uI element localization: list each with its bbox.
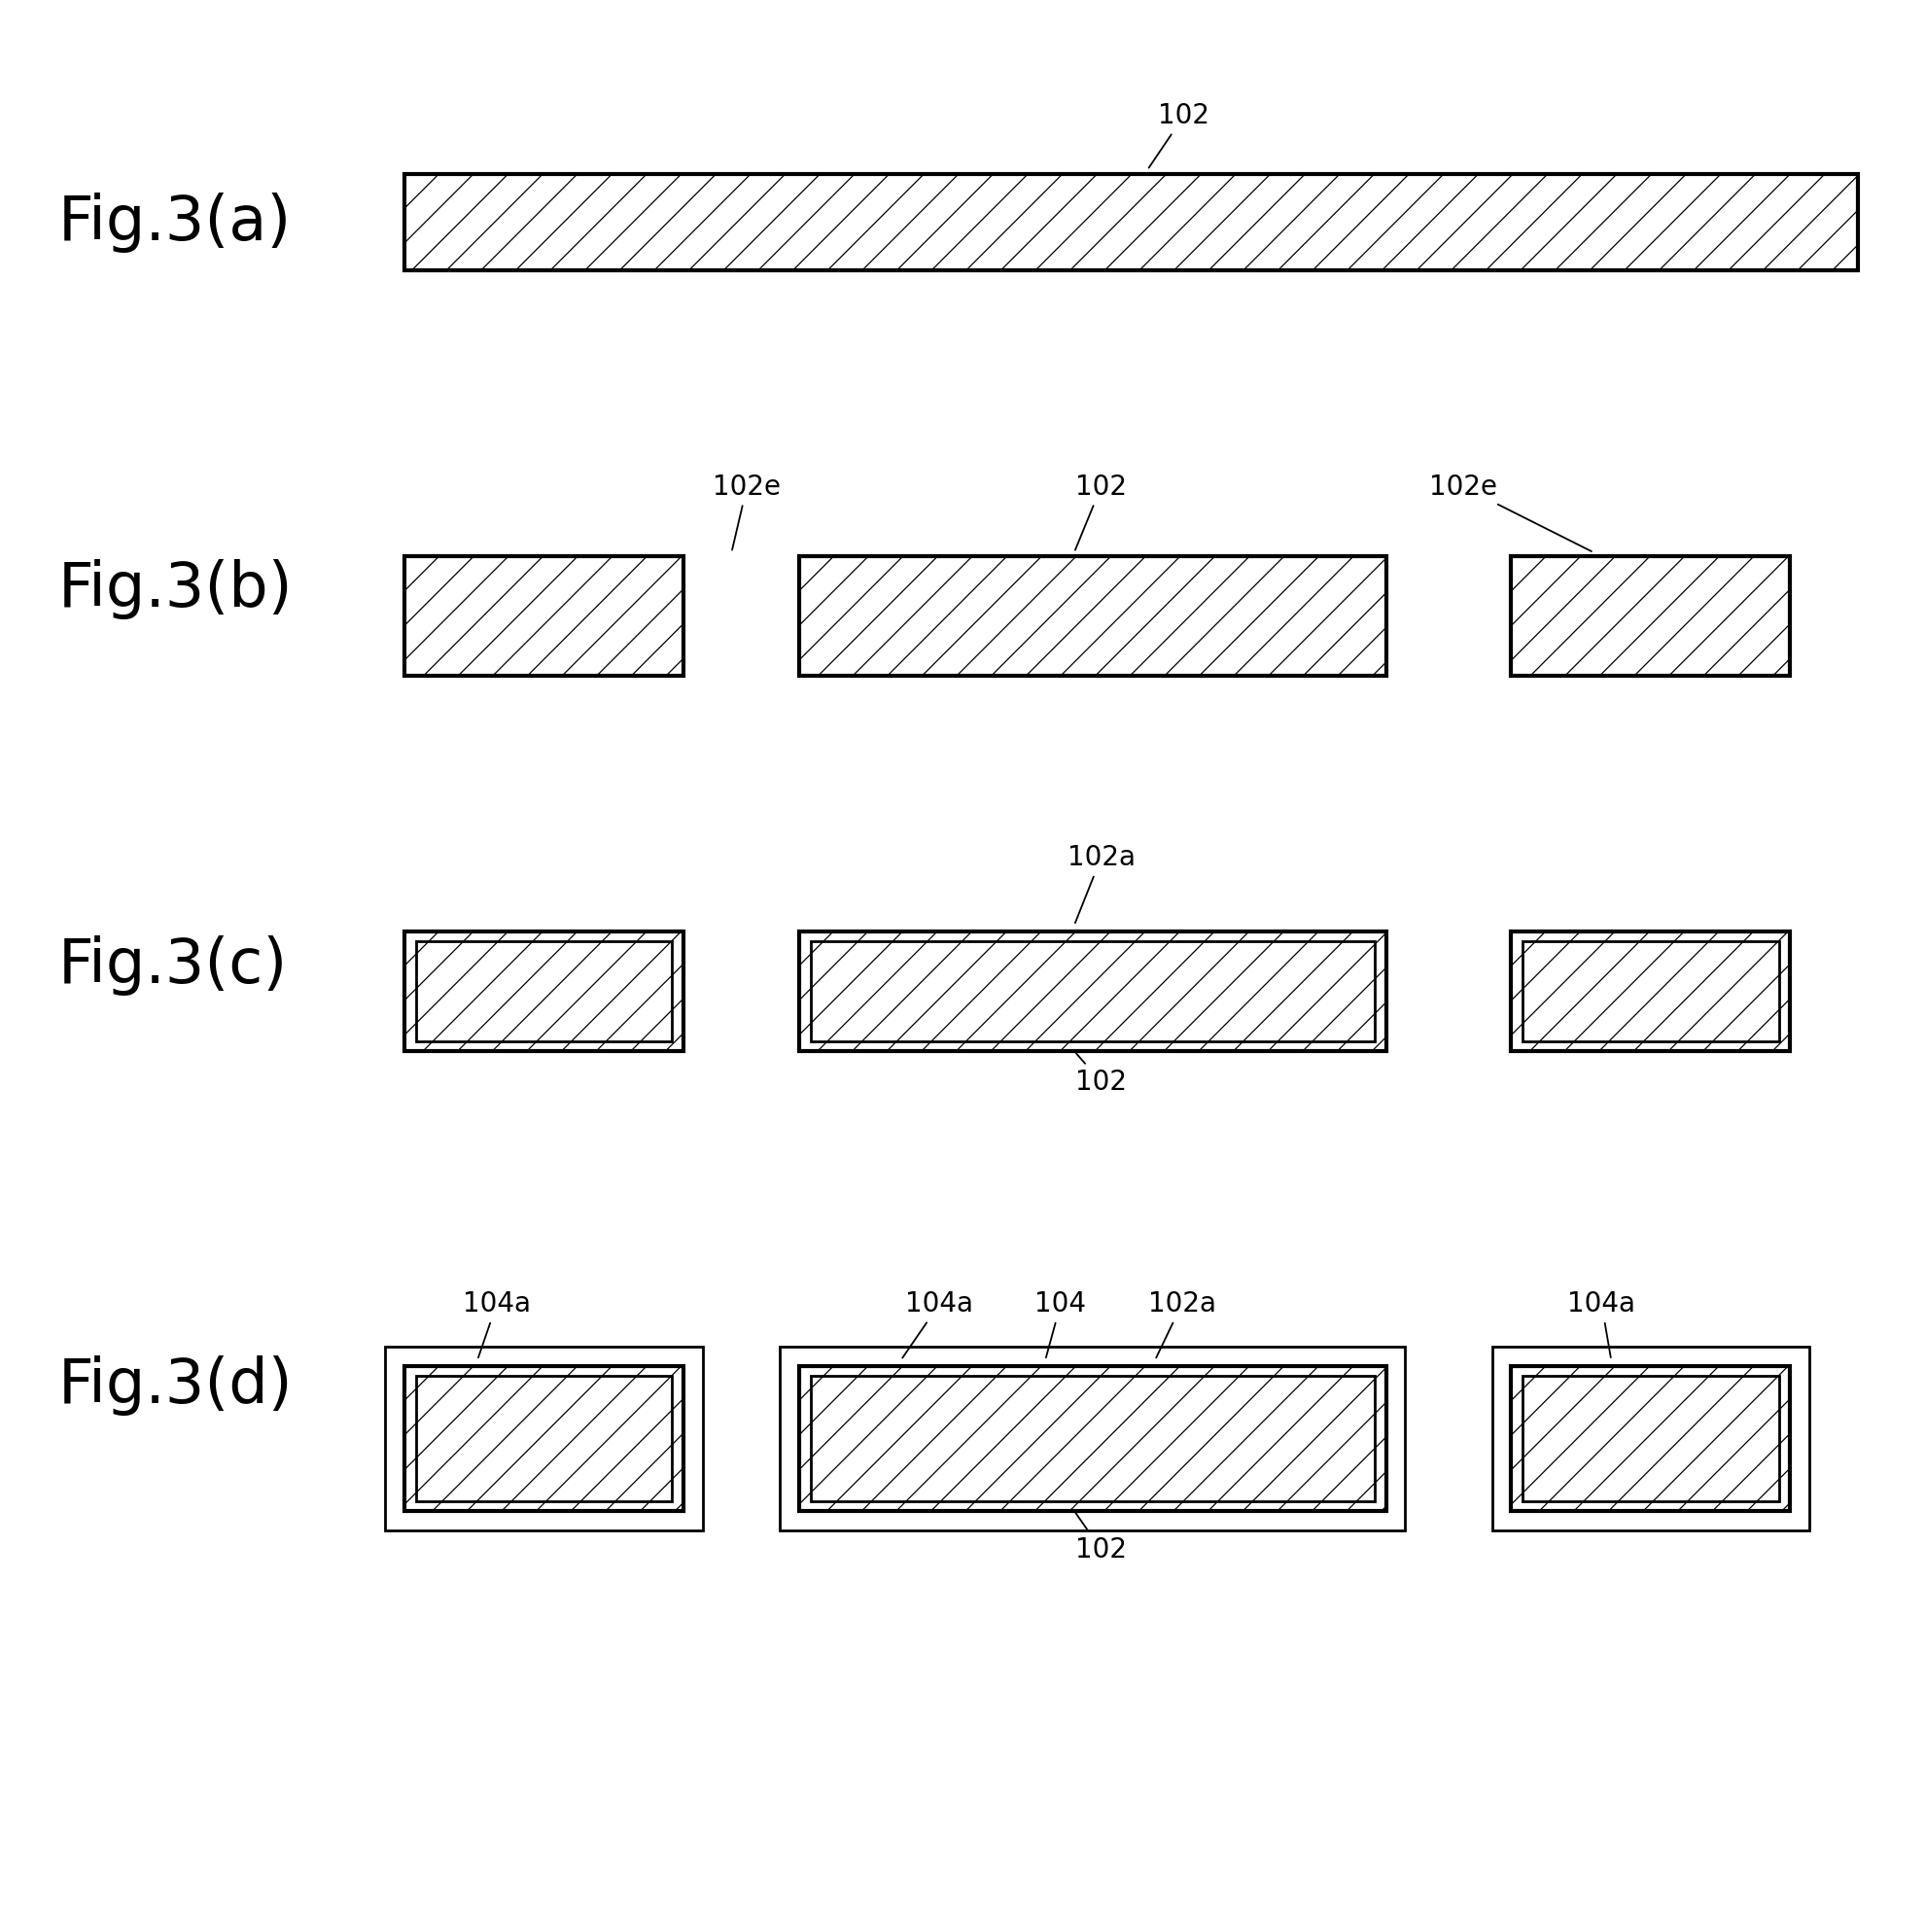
Text: 102: 102 bbox=[1076, 1513, 1126, 1563]
Text: Fig.3(a): Fig.3(a) bbox=[58, 191, 291, 253]
Bar bbox=[810, 941, 1374, 1041]
Bar bbox=[1523, 941, 1779, 1041]
Bar bbox=[1511, 1366, 1790, 1511]
Bar bbox=[416, 1376, 672, 1501]
Text: 102: 102 bbox=[1076, 473, 1126, 551]
Bar bbox=[1511, 931, 1790, 1051]
Bar bbox=[404, 556, 683, 676]
Text: 104: 104 bbox=[1036, 1291, 1086, 1358]
Bar bbox=[799, 931, 1386, 1051]
Bar bbox=[1511, 556, 1790, 676]
Bar bbox=[404, 931, 683, 1051]
Bar bbox=[404, 1366, 683, 1511]
Text: 104a: 104a bbox=[1567, 1291, 1636, 1358]
Bar bbox=[385, 1347, 703, 1530]
Bar bbox=[1511, 1366, 1790, 1511]
Bar bbox=[385, 1347, 703, 1530]
Bar bbox=[780, 1347, 1405, 1530]
Text: 102a: 102a bbox=[1066, 844, 1136, 923]
Text: 102: 102 bbox=[1149, 102, 1209, 168]
Text: Fig.3(d): Fig.3(d) bbox=[58, 1354, 293, 1416]
Text: Fig.3(c): Fig.3(c) bbox=[58, 935, 287, 997]
Text: Fig.3(b): Fig.3(b) bbox=[58, 558, 293, 620]
Bar bbox=[416, 941, 672, 1041]
Bar bbox=[799, 556, 1386, 676]
Bar bbox=[799, 931, 1386, 1051]
Bar bbox=[1511, 931, 1790, 1051]
Text: 104a: 104a bbox=[903, 1291, 974, 1358]
Bar bbox=[1523, 1376, 1779, 1501]
Bar bbox=[1492, 1347, 1809, 1530]
Text: 102: 102 bbox=[1076, 1053, 1126, 1095]
Bar bbox=[404, 556, 683, 676]
Bar bbox=[799, 556, 1386, 676]
Bar bbox=[780, 1347, 1405, 1530]
Bar bbox=[1511, 556, 1790, 676]
Bar bbox=[799, 1366, 1386, 1511]
Bar bbox=[1492, 1347, 1809, 1530]
Bar bbox=[404, 174, 1858, 270]
Text: 102e: 102e bbox=[712, 473, 782, 551]
Bar bbox=[404, 931, 683, 1051]
Text: 102a: 102a bbox=[1147, 1291, 1217, 1358]
Text: 104a: 104a bbox=[462, 1291, 531, 1358]
Bar bbox=[404, 1366, 683, 1511]
Text: 102e: 102e bbox=[1428, 473, 1592, 551]
Bar bbox=[810, 1376, 1374, 1501]
Bar bbox=[404, 174, 1858, 270]
Bar bbox=[799, 1366, 1386, 1511]
